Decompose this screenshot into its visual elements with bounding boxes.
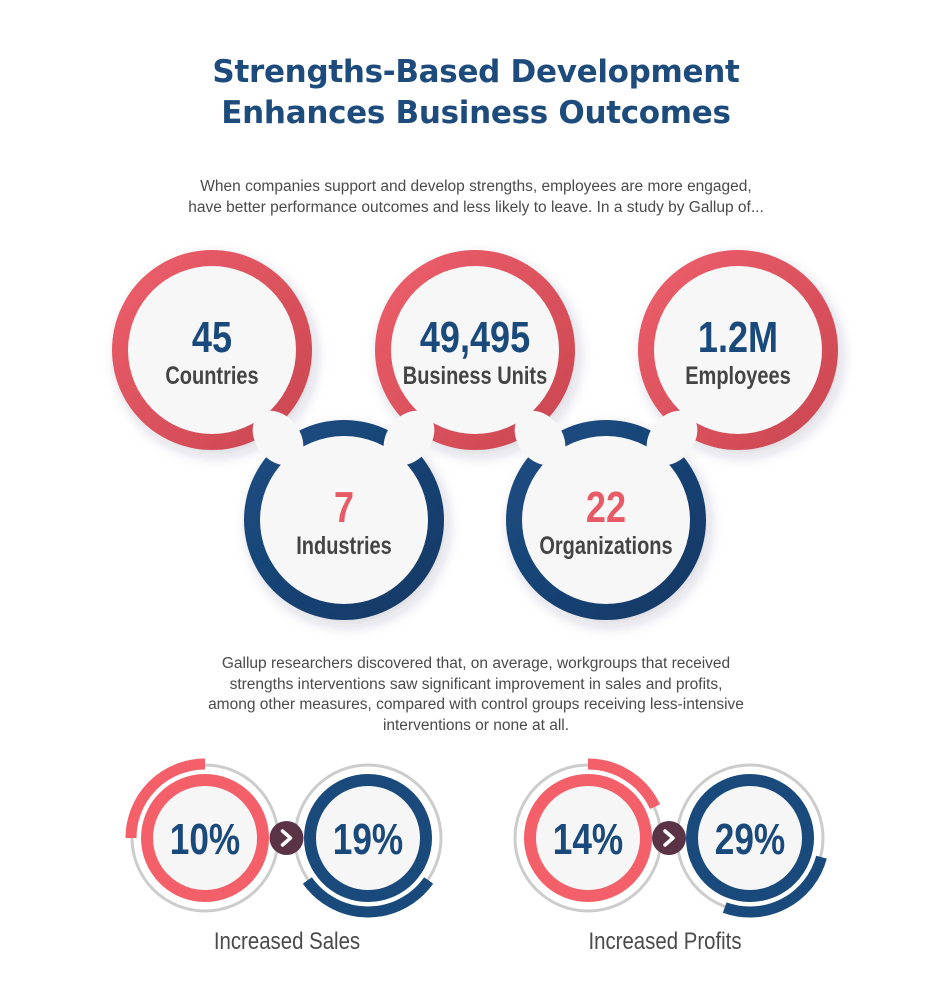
gauge-value-arc [587,758,661,810]
gauge-inner-fill [692,780,808,896]
gauge-value-arc [125,758,206,839]
outcome-gauges: 10% 19% 14% 29% [125,758,827,918]
gauge-sales-before: 10% [125,758,280,913]
stat-value-industries: 7 [334,483,354,532]
intro-line-2: have better performance outcomes and les… [188,199,764,216]
gauge-value-profits-before: 14% [553,815,623,864]
chevron-right-icon [652,821,686,855]
chevron-right-icon [269,821,304,855]
findings-paragraph: Gallup researchers discovered that, on a… [0,654,952,736]
outcome-label-profits: Increased Profits [588,928,742,955]
gauge-inner-fill [310,780,426,896]
gauge-inner-ring [524,774,652,902]
findings-line-3: among other measures, compared with cont… [208,696,744,713]
title-line-2: Enhances Business Outcomes [221,95,731,131]
gauge-inner-ring [686,774,814,902]
stat-label-business-units: Business Units [403,362,547,390]
gauge-value-sales-before: 10% [170,815,240,864]
stat-value-business-units: 49,495 [420,313,530,362]
stat-label-industries: Industries [296,532,392,560]
gauge-inner-fill [147,780,263,896]
gauge-inner-ring [141,774,269,902]
gauge-inner-ring [304,774,432,902]
gauge-value-arc [302,877,434,918]
stat-label-employees: Employees [685,362,791,390]
stat-label-countries: Countries [165,362,258,390]
stat-value-organizations: 22 [586,483,626,532]
gauge-profits-after: 29% [675,763,827,918]
intro-paragraph: When companies support and develop stren… [0,176,952,218]
findings-line-4: interventions or none at all. [382,716,570,734]
circle-connectors [252,410,698,466]
intro-line-1: When companies support and develop stren… [200,178,752,195]
page-title: Strengths-Based Development Enhances Bus… [0,52,952,134]
gauge-value-sales-after: 19% [333,815,403,864]
gauge-sales-after: 19% [293,763,443,918]
outcome-label-sales: Increased Sales [213,928,361,955]
stat-label-organizations: Organizations [539,532,672,560]
title-line-1: Strengths-Based Development [212,54,740,90]
gauge-inner-fill [530,780,646,896]
stat-value-employees: 1.2M [698,313,778,362]
findings-line-1: Gallup researchers discovered that, on a… [221,655,731,672]
gauge-value-arc [722,855,827,918]
gauge-value-profits-after: 29% [715,815,785,864]
findings-line-2: strengths interventions saw significant … [229,675,723,693]
stat-value-countries: 45 [192,313,232,362]
gauge-profits-before: 14% [513,758,663,913]
